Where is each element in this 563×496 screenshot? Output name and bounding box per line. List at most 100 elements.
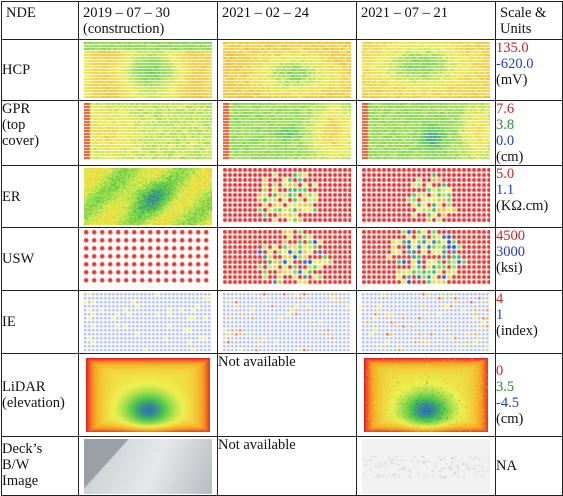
usw-map-2021-07 [356, 227, 496, 291]
ie-map-2019 [78, 290, 218, 354]
scale-value: 3.8 [496, 117, 515, 133]
label-line: GPR [2, 101, 31, 117]
hcp-heatmap-2021-02 [223, 42, 351, 98]
deck-photo-2019-image [84, 439, 212, 494]
scale-value: 0 [496, 363, 504, 379]
lidar-map-2019 [78, 353, 218, 437]
scale-er: 5.0 1.1 (KΩ.cm) [495, 165, 563, 228]
row-label-gpr: GPR (top cover) [1, 100, 79, 166]
lidar-2021-02-not-available: Not available [217, 353, 357, 437]
er-map-2021-02 [217, 165, 357, 228]
gpr-heatmap-2019 [84, 103, 212, 160]
deck-photo-2021-07-image [362, 439, 490, 494]
scale-value: 4 [496, 291, 504, 307]
deck-photo-2021-07 [356, 436, 496, 496]
row-label-ie: IE [1, 290, 79, 354]
row-label-hcp: HCP [1, 39, 79, 101]
label-line: HCP [2, 62, 31, 78]
scale-unit: (cm) [496, 411, 524, 427]
gpr-heatmap-2021-02 [223, 103, 351, 160]
label-line: (elevation) [2, 395, 65, 411]
deck-photo-2021-02-not-available: Not available [217, 436, 357, 496]
hcp-heatmap-2021-07 [362, 42, 490, 98]
ie-map-2021-07 [356, 290, 496, 354]
scale-value: 4500 [496, 228, 525, 244]
label-line: Deck’s [2, 441, 43, 457]
usw-heatmap-2021-02 [223, 230, 351, 287]
gpr-map-2021-02 [217, 100, 357, 166]
row-label-deck-image: Deck’s B/W Image [1, 436, 79, 496]
usw-heatmap-2021-07 [362, 230, 490, 287]
header-scale: Scale & Units [495, 1, 563, 40]
lidar-map-2021-07 [356, 353, 496, 437]
ie-heatmap-2019 [84, 293, 212, 351]
scale-lidar: 0 3.5 -4.5 (cm) [495, 353, 563, 437]
row-deck-image: Deck’s B/W Image Not available NA [1, 436, 563, 496]
scale-unit: (cm) [496, 149, 524, 165]
scale-value: 3000 [496, 244, 525, 260]
row-ie: IE 4 1 (index) [1, 290, 563, 354]
lidar-heatmap-2019 [86, 358, 210, 432]
scale-ie: 4 1 (index) [495, 290, 563, 354]
scale-value: 1.1 [496, 182, 515, 198]
er-heatmap-2021-02 [223, 168, 351, 225]
usw-map-2019 [78, 227, 218, 291]
gpr-map-2021-07 [356, 100, 496, 166]
row-label-er: ER [1, 165, 79, 228]
scale-gpr: 7.6 3.8 0.0 (cm) [495, 100, 563, 166]
header-nde: NDE [1, 1, 79, 40]
row-label-usw: USW [1, 227, 79, 291]
header-row: NDE 2019 – 07 – 30 (construction) 2021 – … [1, 1, 563, 40]
scale-value: 3.5 [496, 379, 515, 395]
header-date-1-note: (construction) [83, 21, 165, 37]
header-scale-line-2: Units [500, 21, 532, 37]
hcp-map-2019 [78, 39, 218, 101]
scale-value: 5.0 [496, 166, 515, 182]
er-heatmap-2021-07 [362, 168, 490, 225]
ie-heatmap-2021-02 [223, 293, 351, 351]
scale-value: -620.0 [496, 56, 534, 72]
ie-heatmap-2021-07 [362, 293, 490, 351]
er-map-2019 [78, 165, 218, 228]
label-line: cover) [2, 133, 40, 149]
scale-hcp: 135.0 -620.0 (mV) [495, 39, 563, 101]
scale-usw: 4500 3000 (ksi) [495, 227, 563, 291]
header-date-1: 2019 – 07 – 30 (construction) [78, 1, 218, 40]
usw-heatmap-2019 [84, 230, 212, 287]
scale-value: NA [496, 458, 517, 474]
scale-value: 7.6 [496, 101, 515, 117]
deck-photo-2019 [78, 436, 218, 496]
header-scale-line-1: Scale & [500, 5, 547, 21]
label-line: USW [2, 251, 35, 267]
header-date-1-value: 2019 – 07 – 30 [83, 5, 170, 21]
scale-value: -4.5 [496, 395, 519, 411]
er-map-2021-07 [356, 165, 496, 228]
hcp-map-2021-07 [356, 39, 496, 101]
label-line: IE [2, 314, 16, 330]
row-label-lidar: LiDAR (elevation) [1, 353, 79, 437]
er-heatmap-2019 [84, 168, 212, 225]
scale-unit: (KΩ.cm) [496, 198, 549, 214]
gpr-map-2019 [78, 100, 218, 166]
label-line: B/W [2, 457, 30, 473]
hcp-heatmap-2019 [84, 42, 212, 98]
scale-unit: (ksi) [496, 260, 523, 276]
row-usw: USW 4500 3000 (ksi) [1, 227, 563, 291]
row-er: ER 5.0 1.1 (KΩ.cm) [1, 165, 563, 228]
header-date-2: 2021 – 02 – 24 [217, 1, 357, 40]
label-line: LiDAR [2, 379, 46, 395]
usw-map-2021-02 [217, 227, 357, 291]
header-date-3: 2021 – 07 – 21 [356, 1, 496, 40]
scale-unit: (index) [496, 323, 538, 339]
scale-value: 135.0 [496, 40, 529, 56]
label-line: (top [2, 117, 26, 133]
scale-value: 0.0 [496, 133, 515, 149]
hcp-map-2021-02 [217, 39, 357, 101]
row-lidar: LiDAR (elevation) Not available 0 3.5 -4… [1, 353, 563, 437]
row-hcp: HCP 135.0 -620.0 (mV) [1, 39, 563, 101]
ie-map-2021-02 [217, 290, 357, 354]
scale-unit: (mV) [496, 72, 528, 88]
row-gpr: GPR (top cover) 7.6 3.8 0.0 (cm) [1, 100, 563, 166]
scale-deck-image: NA [495, 436, 563, 496]
